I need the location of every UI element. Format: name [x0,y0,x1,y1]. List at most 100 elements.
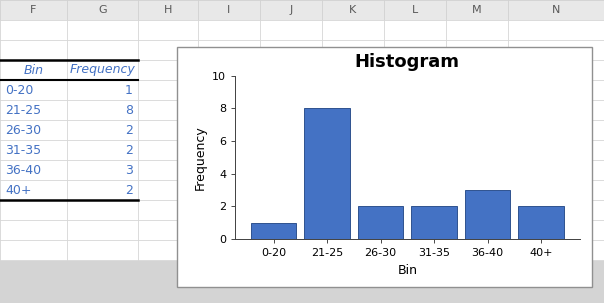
Bar [446,100,508,120]
Bar [138,0,198,20]
Bar [446,160,508,180]
Bar [322,60,384,80]
Bar [0,220,67,240]
Bar [322,0,384,20]
Bar [384,80,446,100]
Bar [411,206,457,239]
Y-axis label: Frequency: Frequency [193,125,207,190]
Bar [446,120,508,140]
Text: L: L [412,5,418,15]
Bar [384,60,446,80]
Bar [0,0,67,20]
Bar [67,200,138,220]
Bar [322,20,384,40]
Bar [198,180,260,200]
Bar [67,20,138,40]
Bar [508,220,604,240]
Bar [0,60,67,80]
Bar [138,220,198,240]
Bar [138,100,198,120]
Bar [446,40,508,60]
Bar [508,100,604,120]
Bar [384,240,446,260]
Bar [508,200,604,220]
Bar [260,20,322,40]
Bar [260,180,322,200]
Bar [260,200,322,220]
Bar [198,200,260,220]
Bar [508,180,604,200]
Bar [138,60,198,80]
Text: M: M [472,5,482,15]
Text: G: G [98,5,107,15]
Bar [384,180,446,200]
Bar [304,108,350,239]
Text: 2: 2 [125,184,133,197]
Bar [446,140,508,160]
Bar [198,100,260,120]
Bar [0,160,67,180]
Bar [67,180,138,200]
Bar [198,160,260,180]
Bar [138,80,198,100]
Bar [67,0,138,20]
Bar [0,120,67,140]
Bar [0,100,67,120]
Bar [508,20,604,40]
Bar [358,206,403,239]
Text: 40+: 40+ [5,184,31,197]
Bar [446,80,508,100]
Bar [260,160,322,180]
Bar [67,140,138,160]
Bar [384,160,446,180]
Title: Histogram: Histogram [355,53,460,72]
Bar [138,40,198,60]
Bar [198,40,260,60]
Bar [67,100,138,120]
Bar [322,120,384,140]
Bar [67,80,138,100]
Bar [446,240,508,260]
Text: 1: 1 [125,84,133,96]
Bar [384,140,446,160]
Bar [322,80,384,100]
Bar [446,200,508,220]
Bar [138,240,198,260]
Text: F: F [30,5,37,15]
Bar [138,180,198,200]
Bar [384,200,446,220]
Bar [446,0,508,20]
Bar [260,240,322,260]
Text: 3: 3 [125,164,133,177]
Bar [322,160,384,180]
Text: H: H [164,5,172,15]
Text: J: J [289,5,292,15]
Bar [251,223,296,239]
Bar [465,190,510,239]
Bar [138,200,198,220]
Bar [518,206,564,239]
Bar [384,40,446,60]
Bar [138,20,198,40]
Text: N: N [552,5,560,15]
Bar [177,47,592,287]
Bar [67,40,138,60]
Bar [508,120,604,140]
Bar [67,160,138,180]
Bar [0,240,67,260]
Bar [322,220,384,240]
Bar [198,80,260,100]
Bar [508,140,604,160]
Bar [138,160,198,180]
Bar [384,100,446,120]
Text: 36-40: 36-40 [5,164,41,177]
Text: Frequency: Frequency [69,64,135,76]
Bar [322,240,384,260]
Bar [384,220,446,240]
Bar [260,220,322,240]
Bar [384,20,446,40]
Bar [198,120,260,140]
Text: 31-35: 31-35 [5,144,41,157]
Bar [508,0,604,20]
Text: I: I [227,5,231,15]
